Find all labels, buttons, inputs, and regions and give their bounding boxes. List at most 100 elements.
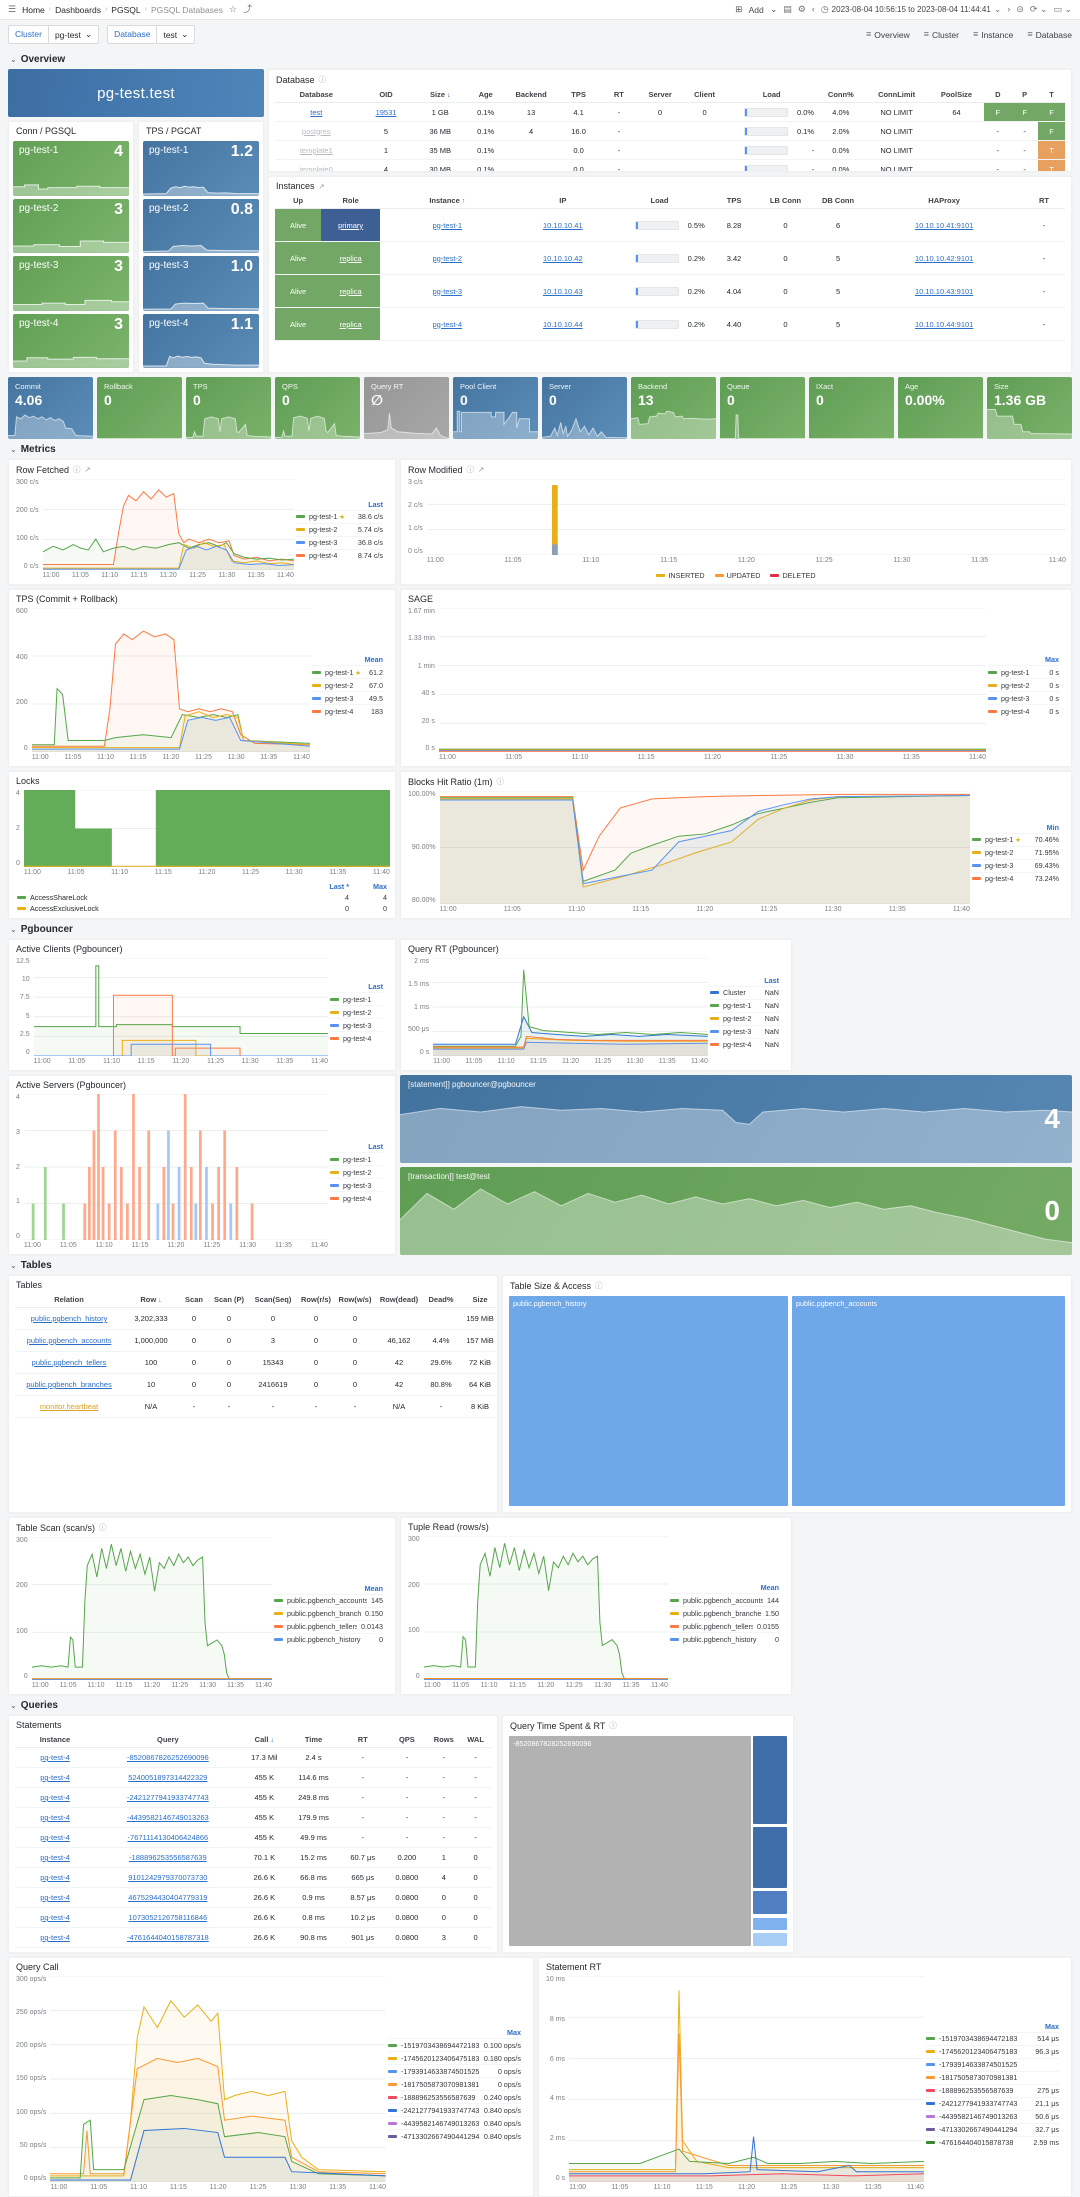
- table-cell[interactable]: replica: [321, 308, 380, 341]
- table-link[interactable]: test: [310, 108, 322, 117]
- section-metrics[interactable]: ⌄Metrics: [10, 444, 1070, 455]
- dashboard-link-cluster[interactable]: ≡Cluster: [924, 30, 959, 40]
- table-link[interactable]: public.pgbench_accounts: [27, 1336, 112, 1345]
- table-link[interactable]: 10.10.10.41:9101: [915, 221, 973, 230]
- table-link[interactable]: pg-test-3: [432, 287, 462, 296]
- database-banner[interactable]: pg-test.test: [8, 69, 264, 117]
- column-header[interactable]: Row(dead): [375, 1292, 423, 1308]
- column-header[interactable]: Server: [637, 87, 682, 103]
- stat-tile-query-rt[interactable]: Query RT∅: [364, 377, 449, 439]
- column-header[interactable]: DB Conn: [811, 193, 866, 209]
- table-link[interactable]: 19531: [376, 108, 397, 117]
- table-link[interactable]: -4761644040158787318: [127, 1933, 209, 1942]
- table-link[interactable]: pg-test-1: [432, 221, 462, 230]
- column-header[interactable]: Up: [275, 193, 321, 209]
- column-header[interactable]: Scan (P): [209, 1292, 249, 1308]
- column-header[interactable]: P: [1011, 87, 1038, 103]
- table-link[interactable]: template1: [300, 146, 333, 155]
- table-link[interactable]: pg-test-4: [40, 1913, 70, 1922]
- legend-item[interactable]: pg-test-1: [330, 1152, 383, 1165]
- hamburger-menu-icon[interactable]: ☰: [8, 5, 16, 14]
- table-link[interactable]: public.pgbench_branches: [26, 1380, 111, 1389]
- time-shift-back-icon[interactable]: ‹: [812, 5, 815, 14]
- column-header[interactable]: QPS: [386, 1732, 427, 1748]
- table-link[interactable]: public.pgbench_tellers: [32, 1358, 107, 1367]
- table-link[interactable]: pg-test-4: [40, 1813, 70, 1822]
- table-link[interactable]: 10.10.10.44: [543, 320, 583, 329]
- table-cell[interactable]: replica: [321, 275, 380, 308]
- time-range-picker[interactable]: ◷2023-08-04 10:56:15 to 2023-08-04 11:44…: [821, 5, 1002, 14]
- treemap-box[interactable]: public.pgbench_history: [509, 1296, 788, 1506]
- column-header[interactable]: Conn%: [817, 87, 865, 103]
- save-dashboard-icon[interactable]: ▤: [783, 5, 792, 14]
- column-header[interactable]: Scan: [179, 1292, 209, 1308]
- legend-item[interactable]: pg-test-1 ★70.46%: [972, 833, 1059, 846]
- column-header[interactable]: Age: [466, 87, 505, 103]
- column-header[interactable]: Row(w/s): [335, 1292, 375, 1308]
- table-link[interactable]: 10.10.10.43: [543, 287, 583, 296]
- legend-item[interactable]: DELETED: [770, 571, 815, 580]
- info-icon[interactable]: ⓘ: [99, 1522, 107, 1533]
- legend-item[interactable]: pg-test-2: [330, 1005, 383, 1018]
- table-link[interactable]: public.pgbench_history: [31, 1314, 108, 1323]
- legend-item[interactable]: UPDATED: [715, 571, 761, 580]
- favorite-star-icon[interactable]: ☆: [229, 5, 237, 14]
- column-header[interactable]: IP: [515, 193, 612, 209]
- treemap-box[interactable]: [753, 1736, 787, 1824]
- section-tables[interactable]: ⌄Tables: [10, 1260, 1070, 1271]
- column-header[interactable]: OID: [358, 87, 415, 103]
- table-link[interactable]: template0: [300, 165, 333, 173]
- table-link[interactable]: -8520867826252690096: [127, 1753, 209, 1762]
- table-link[interactable]: pg-test-4: [40, 1793, 70, 1802]
- treemap-box[interactable]: -8520867828252690096: [509, 1736, 751, 1946]
- section-queries[interactable]: ⌄Queries: [10, 1700, 1070, 1711]
- table-link[interactable]: -4439582146749013263: [127, 1813, 209, 1822]
- table-link[interactable]: pg-test-4: [40, 1753, 70, 1762]
- column-header[interactable]: T: [1038, 87, 1065, 103]
- column-header[interactable]: LB Conn: [760, 193, 810, 209]
- column-header[interactable]: Load: [611, 193, 708, 209]
- legend-item[interactable]: pg-test-4: [330, 1031, 383, 1044]
- table-link[interactable]: pg-test-4: [432, 320, 462, 329]
- table-link[interactable]: 10.10.10.42: [543, 254, 583, 263]
- display-mode-icon[interactable]: ▭ ⌄: [1053, 5, 1072, 14]
- table-link[interactable]: 10.10.10.44:9101: [915, 320, 973, 329]
- legend-item[interactable]: -1817505873070981381: [926, 2071, 1059, 2084]
- legend-item[interactable]: pg-test-1 ★38.6 c/s: [296, 510, 383, 523]
- info-icon[interactable]: ⓘ: [609, 1720, 617, 1731]
- column-header[interactable]: HAProxy: [865, 193, 1023, 209]
